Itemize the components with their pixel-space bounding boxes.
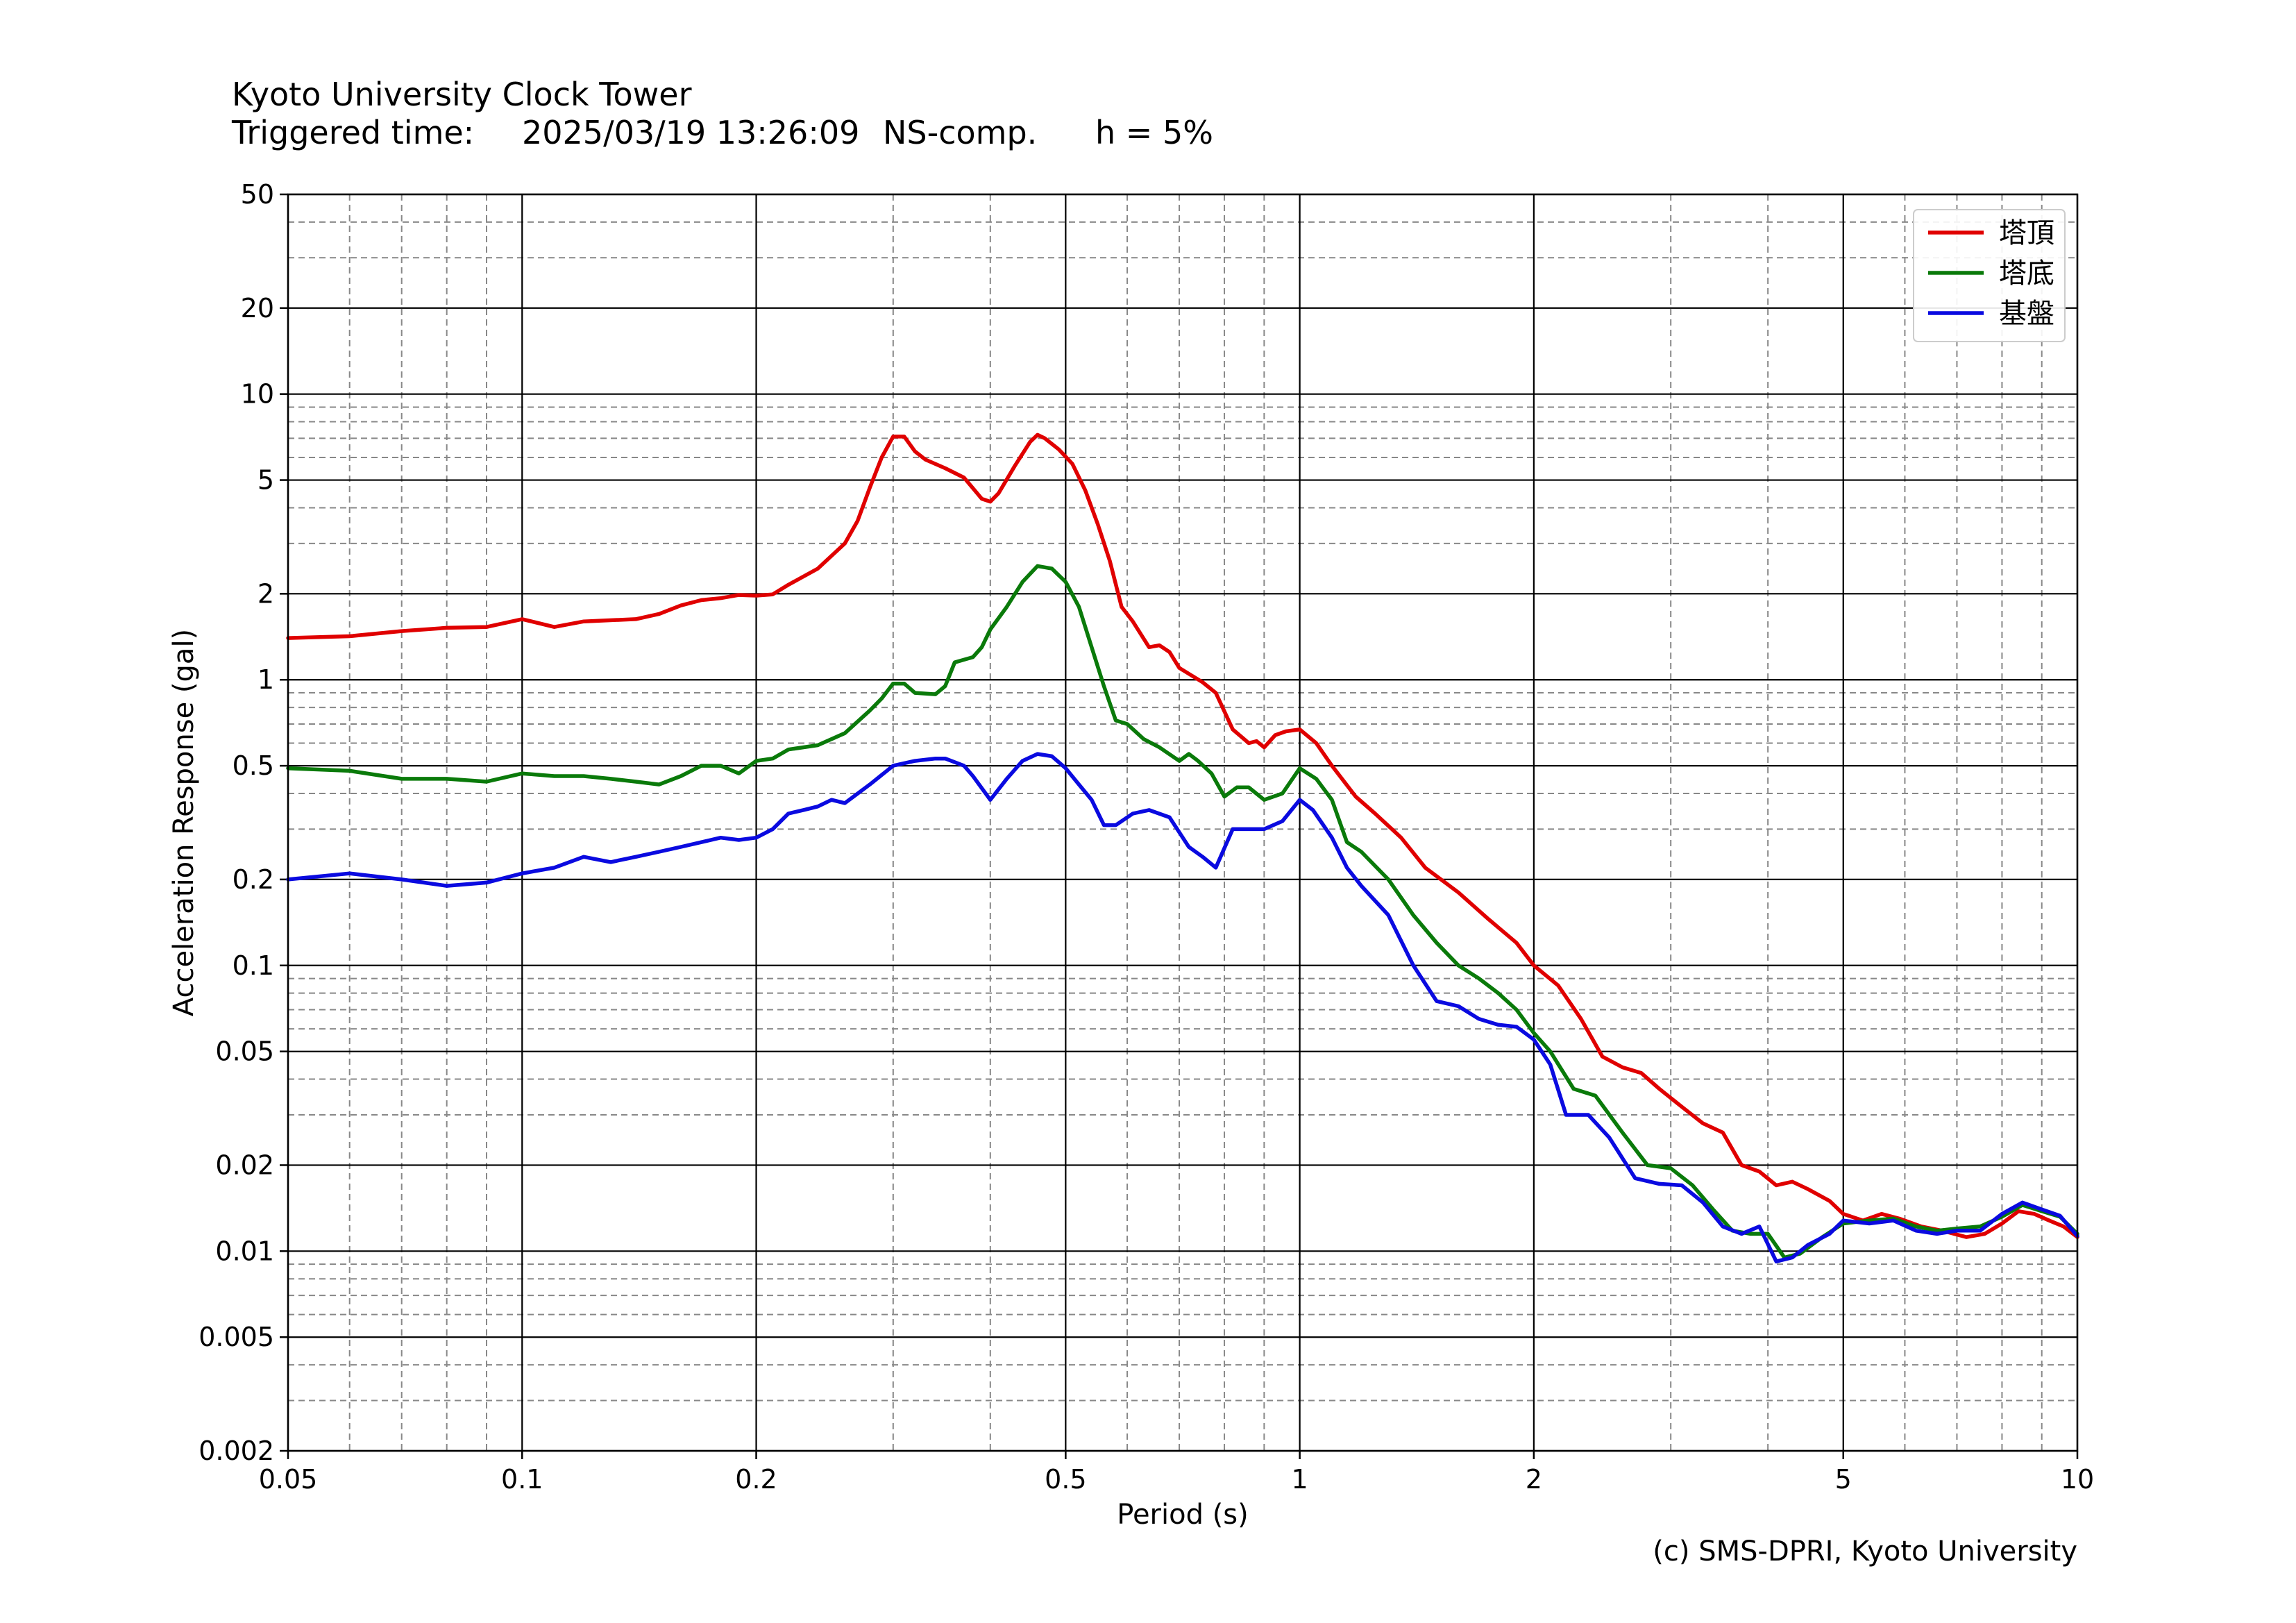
y-tick-label: 0.2	[233, 864, 274, 895]
triggered-label: Triggered time:	[231, 114, 474, 151]
x-tick-label: 5	[1835, 1464, 1852, 1495]
y-tick-label: 0.5	[233, 750, 274, 781]
legend-label-2: 塔底	[1999, 258, 2054, 289]
y-tick-label: 0.01	[215, 1236, 274, 1266]
y-tick-label: 0.002	[199, 1436, 274, 1466]
chart-title: Kyoto University Clock Tower	[232, 76, 692, 113]
legend-label-1: 塔頂	[1999, 217, 2054, 249]
series-line-2	[286, 564, 2079, 1260]
y-axis-label: Acceleration Response (gal)	[168, 629, 200, 1016]
x-axis-label: Period (s)	[1117, 1499, 1249, 1531]
series-line-3	[286, 752, 2079, 1263]
y-tick-label: 50	[241, 179, 274, 210]
y-tick-label: 0.02	[215, 1150, 274, 1180]
legend-box	[1913, 209, 2066, 342]
y-tick-label: 5	[258, 465, 274, 496]
plot-background	[288, 194, 2077, 1451]
y-tick-label: 2	[258, 578, 274, 609]
x-tick-label: 0.2	[735, 1464, 777, 1495]
x-tick-label: 0.5	[1045, 1464, 1086, 1495]
x-tick-label: 10	[2061, 1464, 2094, 1495]
y-tick-labels: 50 20 10 5 2 1 0.5 0.2 0.1 0.05 0.02 0.01 0.005 0.002	[199, 179, 274, 1466]
legend-label-3: 基盤	[1999, 298, 2054, 330]
component-label: NS-comp.	[883, 114, 1037, 151]
y-tick-label: 20	[241, 293, 274, 323]
x-tick-label: 0.1	[501, 1464, 543, 1495]
credit-text: (c) SMS-DPRI, Kyoto University	[1653, 1536, 2077, 1567]
minor-grid	[288, 194, 2077, 1451]
y-tick-label: 0.1	[233, 950, 274, 981]
y-tick-label: 0.05	[215, 1036, 274, 1067]
plot-frame	[287, 193, 2079, 1452]
x-tick-label: 2	[1526, 1464, 1542, 1495]
damping-label: h = 5%	[1095, 114, 1213, 151]
y-tick-label: 1	[258, 664, 274, 695]
series-layer	[286, 432, 2079, 1263]
series-line-1	[286, 432, 2079, 1239]
x-tick-labels: 0.05 0.1 0.2 0.5 1 2 5 10	[259, 1464, 2094, 1495]
x-tick-label: 0.05	[259, 1464, 318, 1495]
x-tick-label: 1	[1292, 1464, 1308, 1495]
triggered-value: 2025/03/19 13:26:09	[522, 114, 859, 151]
y-tick-label: 0.005	[199, 1322, 274, 1352]
y-tick-label: 10	[241, 379, 274, 410]
